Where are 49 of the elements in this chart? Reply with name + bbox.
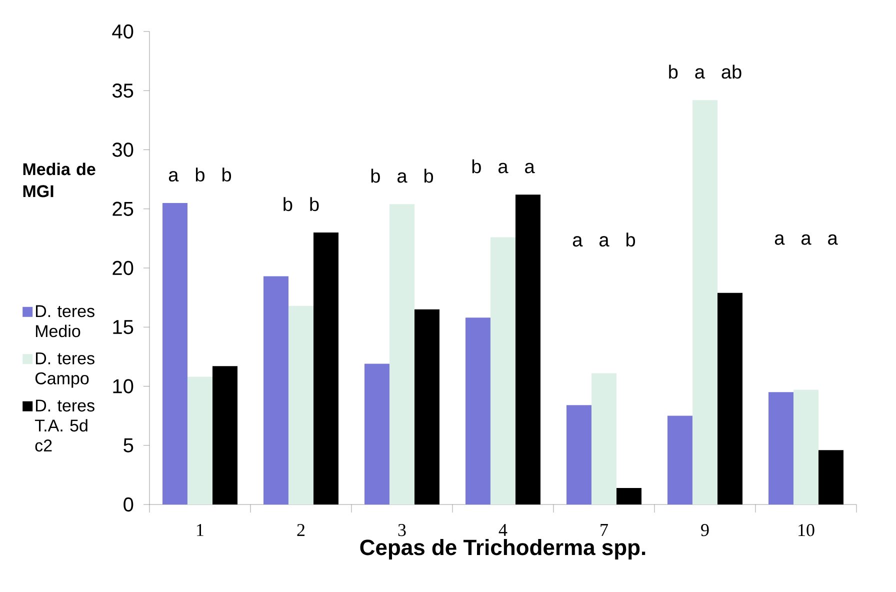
bar [313, 232, 338, 504]
x-tick-label: 3 [398, 524, 406, 536]
bar [667, 416, 692, 504]
bar [768, 392, 794, 504]
x-tick-label: 9 [701, 524, 709, 536]
bar [414, 309, 440, 504]
y-tick-label: 20 [112, 260, 134, 276]
annotation: b a a [472, 159, 535, 174]
x-axis-title: Cepas de Trichoderma spp. [360, 539, 646, 560]
bar [591, 373, 616, 504]
bar [187, 376, 212, 504]
legend-label: D. teres Medio [36, 305, 94, 338]
bar [818, 450, 844, 504]
y-tick-label: 35 [112, 84, 134, 98]
y-tick-label: 5 [124, 438, 134, 452]
bar [389, 204, 414, 504]
legend-label: D. teres Campo [35, 352, 94, 388]
y-axis-title: Media de MGI [23, 162, 96, 198]
annotation: b a b [371, 168, 434, 183]
y-tick-label: 15 [113, 320, 134, 334]
bar [490, 237, 516, 504]
bar [793, 390, 818, 504]
annotation: b b [284, 197, 319, 212]
x-tick-label: 1 [197, 524, 204, 536]
annotation: a a b [572, 232, 636, 247]
x-tick-label: 7 [600, 524, 608, 536]
y-tick-label: 30 [112, 142, 134, 157]
y-tick-label: 0 [124, 497, 134, 512]
annotation: a b b [168, 168, 232, 182]
bar [717, 292, 742, 504]
x-tick-label: 2 [297, 524, 304, 536]
x-tick-label: 10 [798, 524, 814, 536]
bar [162, 202, 188, 504]
bar [212, 366, 238, 504]
bar [515, 194, 540, 504]
bar [616, 488, 642, 504]
annotation: b a ab [669, 64, 742, 79]
bar [465, 318, 490, 504]
bar [288, 306, 314, 504]
y-tick-label: 40 [112, 24, 134, 39]
bar [364, 364, 390, 504]
y-tick-label: 25 [112, 202, 134, 216]
bar [692, 100, 718, 504]
bar [263, 276, 288, 504]
bar [566, 405, 592, 504]
annotation: a a a [774, 234, 838, 245]
y-tick-label: 10 [113, 379, 134, 394]
legend-label: D. teres T.A. 5d c2 [34, 400, 94, 452]
x-tick-label: 4 [498, 524, 508, 536]
